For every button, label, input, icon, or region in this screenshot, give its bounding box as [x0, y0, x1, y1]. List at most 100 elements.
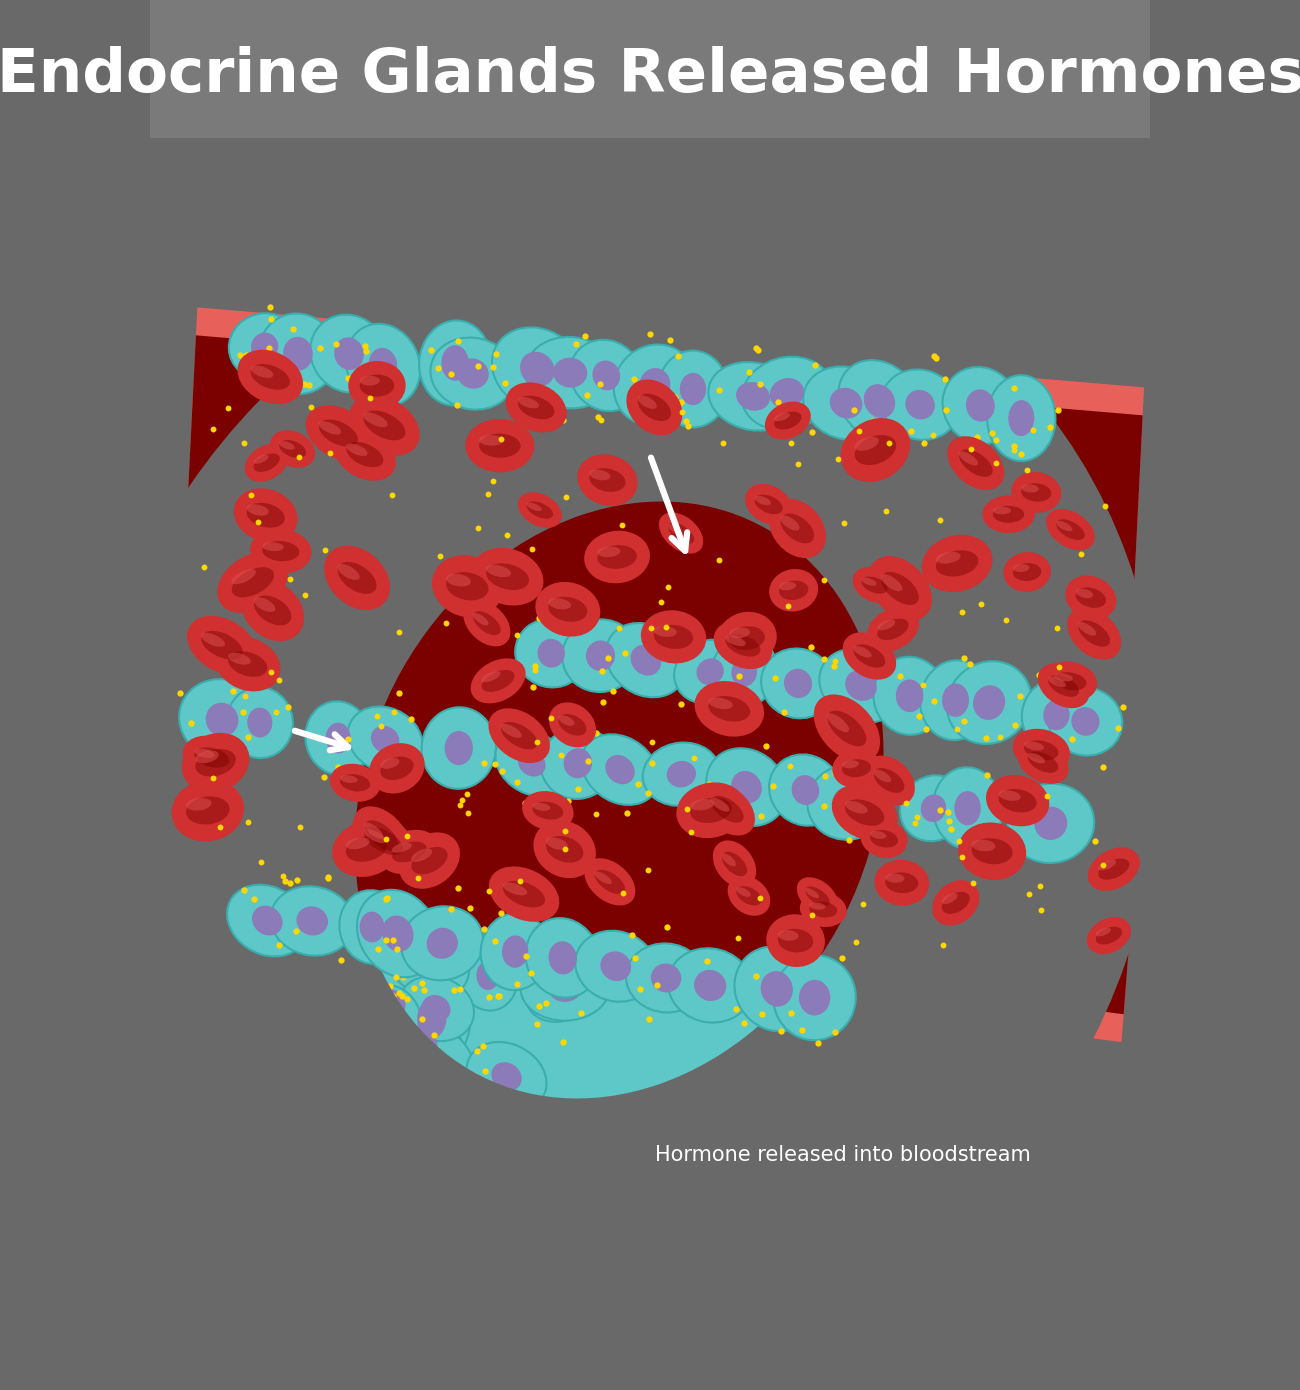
- Ellipse shape: [324, 819, 390, 901]
- Ellipse shape: [407, 848, 469, 922]
- Ellipse shape: [172, 780, 244, 841]
- Ellipse shape: [597, 545, 637, 569]
- Ellipse shape: [1078, 623, 1096, 635]
- Ellipse shape: [380, 830, 438, 874]
- Ellipse shape: [985, 776, 1049, 826]
- Ellipse shape: [668, 948, 753, 1023]
- Ellipse shape: [754, 495, 783, 514]
- Ellipse shape: [218, 785, 306, 856]
- Ellipse shape: [251, 332, 278, 360]
- Ellipse shape: [559, 714, 586, 735]
- Ellipse shape: [722, 852, 748, 876]
- Ellipse shape: [862, 578, 876, 585]
- Ellipse shape: [1056, 520, 1086, 539]
- Ellipse shape: [324, 546, 390, 610]
- Ellipse shape: [446, 574, 471, 587]
- Ellipse shape: [1018, 741, 1069, 784]
- Ellipse shape: [255, 816, 283, 856]
- Ellipse shape: [348, 361, 406, 410]
- Ellipse shape: [229, 313, 300, 379]
- Ellipse shape: [667, 760, 696, 788]
- Ellipse shape: [764, 402, 811, 439]
- Ellipse shape: [589, 470, 611, 481]
- Ellipse shape: [259, 314, 337, 393]
- Ellipse shape: [654, 626, 677, 637]
- Ellipse shape: [545, 872, 568, 899]
- Ellipse shape: [734, 947, 819, 1031]
- Ellipse shape: [445, 731, 473, 764]
- Ellipse shape: [306, 406, 372, 460]
- Ellipse shape: [1088, 848, 1140, 891]
- Ellipse shape: [774, 413, 790, 421]
- Ellipse shape: [754, 496, 771, 505]
- Ellipse shape: [1044, 699, 1070, 730]
- Ellipse shape: [805, 887, 829, 906]
- Ellipse shape: [874, 769, 905, 792]
- Ellipse shape: [231, 567, 274, 598]
- Ellipse shape: [675, 639, 746, 703]
- Ellipse shape: [391, 876, 451, 969]
- Ellipse shape: [966, 389, 994, 421]
- Ellipse shape: [651, 963, 681, 992]
- Ellipse shape: [186, 798, 212, 810]
- Ellipse shape: [481, 913, 550, 990]
- Ellipse shape: [523, 791, 573, 830]
- Ellipse shape: [462, 1083, 488, 1116]
- Ellipse shape: [861, 820, 907, 858]
- Ellipse shape: [867, 607, 919, 652]
- Ellipse shape: [346, 835, 387, 862]
- Ellipse shape: [606, 623, 686, 698]
- Ellipse shape: [266, 815, 338, 901]
- Ellipse shape: [941, 892, 970, 913]
- Ellipse shape: [478, 830, 547, 898]
- Ellipse shape: [936, 552, 961, 564]
- Ellipse shape: [641, 610, 706, 663]
- Ellipse shape: [521, 956, 610, 1020]
- Ellipse shape: [443, 872, 471, 901]
- Ellipse shape: [344, 967, 433, 1042]
- Ellipse shape: [946, 662, 1031, 744]
- Ellipse shape: [601, 951, 632, 981]
- Ellipse shape: [993, 507, 1011, 514]
- Ellipse shape: [380, 758, 399, 769]
- Ellipse shape: [1027, 753, 1045, 763]
- Ellipse shape: [360, 375, 380, 385]
- Ellipse shape: [642, 742, 720, 806]
- Ellipse shape: [195, 749, 235, 777]
- Ellipse shape: [896, 680, 923, 712]
- Ellipse shape: [736, 885, 762, 905]
- Ellipse shape: [195, 751, 218, 763]
- Ellipse shape: [394, 970, 471, 1068]
- Ellipse shape: [289, 835, 355, 899]
- Ellipse shape: [530, 815, 602, 884]
- Ellipse shape: [1048, 676, 1079, 696]
- Ellipse shape: [247, 503, 285, 528]
- Ellipse shape: [1046, 509, 1095, 550]
- Ellipse shape: [263, 541, 299, 562]
- Ellipse shape: [266, 1017, 342, 1105]
- Ellipse shape: [932, 880, 979, 926]
- Ellipse shape: [212, 821, 238, 852]
- Ellipse shape: [332, 820, 400, 877]
- Ellipse shape: [298, 992, 321, 1022]
- Ellipse shape: [499, 849, 525, 878]
- Ellipse shape: [251, 366, 273, 378]
- Ellipse shape: [972, 685, 1005, 720]
- Ellipse shape: [346, 837, 369, 849]
- Ellipse shape: [460, 827, 493, 855]
- Ellipse shape: [708, 698, 733, 709]
- Ellipse shape: [920, 660, 991, 739]
- Ellipse shape: [477, 848, 552, 920]
- Ellipse shape: [694, 970, 727, 1001]
- Ellipse shape: [658, 350, 728, 427]
- Ellipse shape: [415, 1045, 441, 1084]
- Ellipse shape: [339, 774, 370, 791]
- Ellipse shape: [668, 523, 694, 543]
- Ellipse shape: [420, 851, 494, 922]
- Ellipse shape: [854, 435, 896, 466]
- Ellipse shape: [533, 802, 563, 820]
- Ellipse shape: [536, 582, 601, 637]
- Ellipse shape: [442, 345, 469, 381]
- Ellipse shape: [594, 872, 612, 884]
- Ellipse shape: [792, 776, 819, 805]
